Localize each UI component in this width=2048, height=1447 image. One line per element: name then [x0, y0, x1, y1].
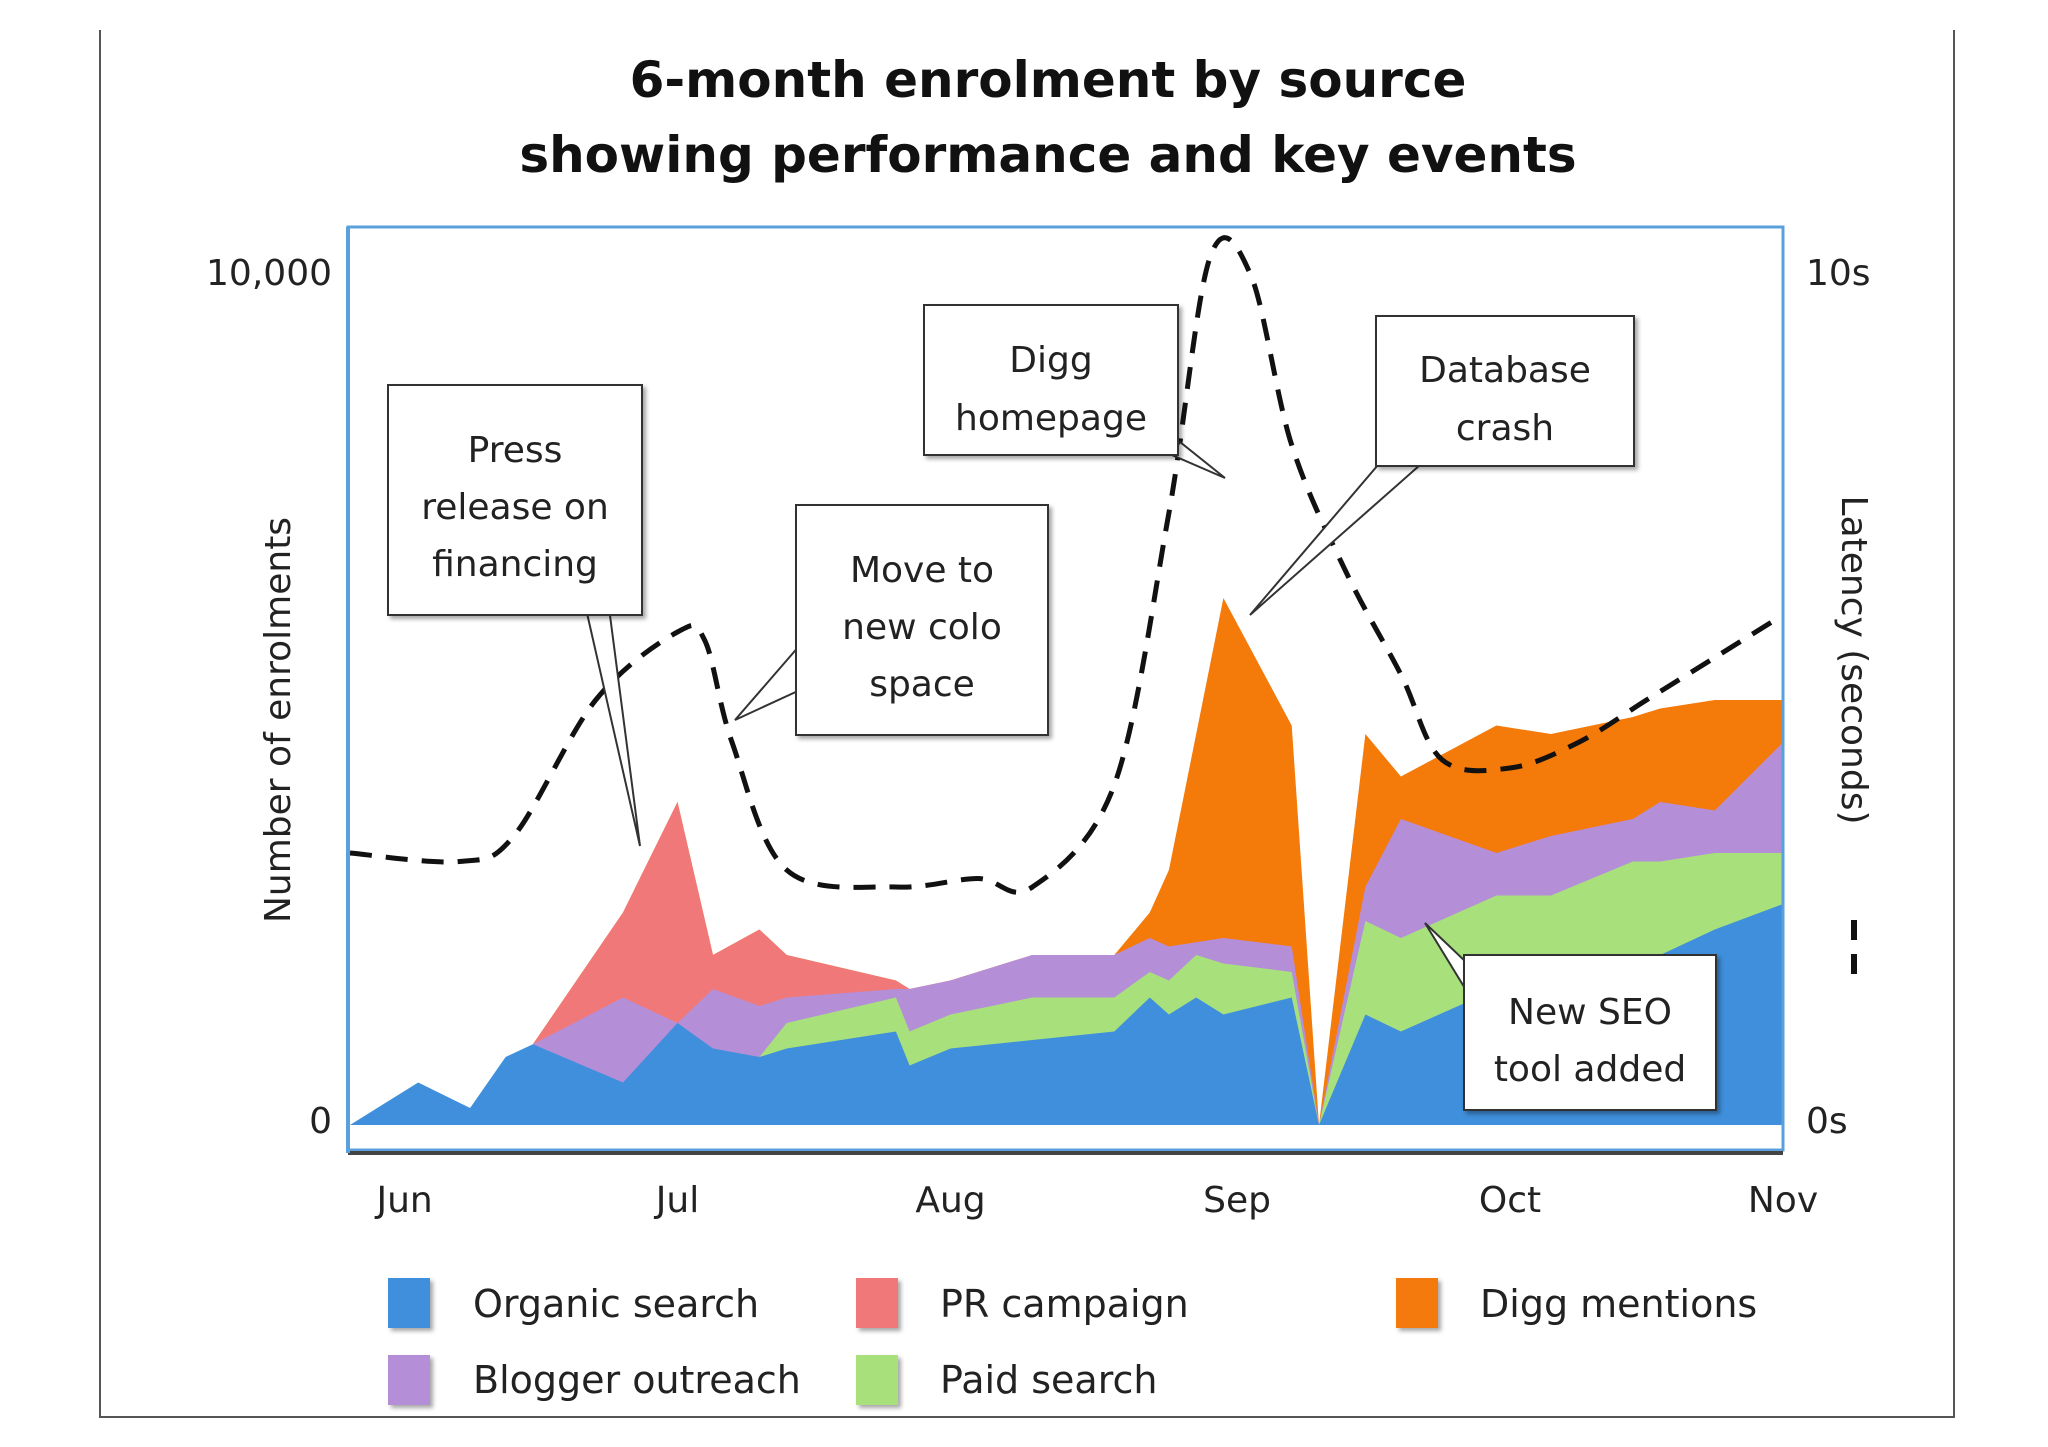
legend-swatch-organic-search — [388, 1278, 430, 1328]
callout-digg-homepage: Digg homepage — [923, 304, 1226, 479]
legend-label-blogger-outreach: Blogger outreach — [473, 1358, 801, 1402]
callout-move-colo-line-2: new colo — [842, 607, 1002, 648]
y2-axis-label: Latency (seconds) — [1833, 496, 1874, 825]
x-tick-labels: Jun Jul Aug Sep Oct Nov — [374, 1180, 1818, 1221]
callout-database-crash-line-1: Database — [1419, 350, 1591, 391]
x-tick-label-aug: Aug — [915, 1180, 985, 1221]
callout-new-seo-line-1: New SEO — [1508, 992, 1672, 1033]
chart-frame — [99, 30, 1955, 1418]
callout-database-crash-line-2: crash — [1456, 408, 1554, 449]
y2-tick-label-max: 10s — [1806, 253, 1871, 294]
legend-item-pr-campaign: PR campaign — [856, 1278, 1189, 1328]
legend-swatch-digg-mentions — [1396, 1278, 1438, 1328]
legend-swatch-blogger-outreach — [388, 1355, 430, 1405]
callout-move-colo-line-3: space — [869, 664, 975, 705]
y2-axis-label-group: Latency (seconds) — [1833, 496, 1874, 974]
callout-press-release-line-1: Press — [468, 430, 563, 471]
callout-press-release-line-2: release on — [421, 487, 609, 528]
legend-label-pr-campaign: PR campaign — [940, 1282, 1189, 1326]
callout-database-crash-box — [1375, 315, 1635, 467]
latency-line — [349, 235, 1785, 895]
legend-label-organic-search: Organic search — [473, 1282, 759, 1326]
y-tick-label-max: 10,000 — [206, 253, 332, 294]
callout-new-seo: New SEO tool added — [1424, 922, 1717, 1111]
callout-move-colo-line-1: Move to — [850, 550, 994, 591]
legend-swatch-paid-search — [856, 1355, 898, 1405]
legend: Organic search PR campaign Digg mentions… — [388, 1278, 1757, 1405]
x-tick-label-jul: Jul — [654, 1180, 699, 1221]
callout-move-colo: Move to new colo space — [734, 504, 1049, 736]
x-tick-label-sep: Sep — [1203, 1180, 1271, 1221]
chart-title-line-1: 6-month enrolment by source — [630, 51, 1467, 109]
legend-item-organic-search: Organic search — [388, 1278, 759, 1328]
x-tick-label-nov: Nov — [1748, 1180, 1818, 1221]
callout-press-release-box — [387, 384, 643, 616]
callout-new-seo-line-2: tool added — [1494, 1049, 1686, 1090]
callout-press-release-line-3: financing — [432, 544, 598, 585]
callout-digg-homepage-line-1: Digg — [1009, 340, 1092, 381]
legend-swatch-pr-campaign — [856, 1278, 898, 1328]
x-tick-label-oct: Oct — [1479, 1180, 1541, 1221]
callout-new-seo-box — [1463, 954, 1717, 1111]
callout-move-colo-box — [795, 504, 1049, 736]
y-tick-label-zero: 0 — [309, 1101, 332, 1142]
chart-title-line-2: showing performance and key events — [519, 126, 1576, 184]
legend-item-paid-search: Paid search — [856, 1355, 1157, 1405]
legend-item-blogger-outreach: Blogger outreach — [388, 1355, 801, 1405]
y-axis-label: Number of enrolments — [258, 517, 299, 923]
callout-press-release: Press release on financing — [387, 384, 643, 847]
y2-tick-label-zero: 0s — [1806, 1101, 1848, 1142]
callout-digg-homepage-box — [923, 304, 1179, 456]
legend-label-paid-search: Paid search — [940, 1358, 1157, 1402]
legend-item-digg-mentions: Digg mentions — [1396, 1278, 1757, 1328]
legend-label-digg-mentions: Digg mentions — [1480, 1282, 1757, 1326]
callout-database-crash: Database crash — [1249, 315, 1635, 616]
x-tick-label-jun: Jun — [374, 1180, 432, 1221]
area-series — [350, 598, 1783, 1125]
callout-digg-homepage-line-2: homepage — [955, 398, 1147, 439]
area-organic-search — [350, 904, 1783, 1125]
